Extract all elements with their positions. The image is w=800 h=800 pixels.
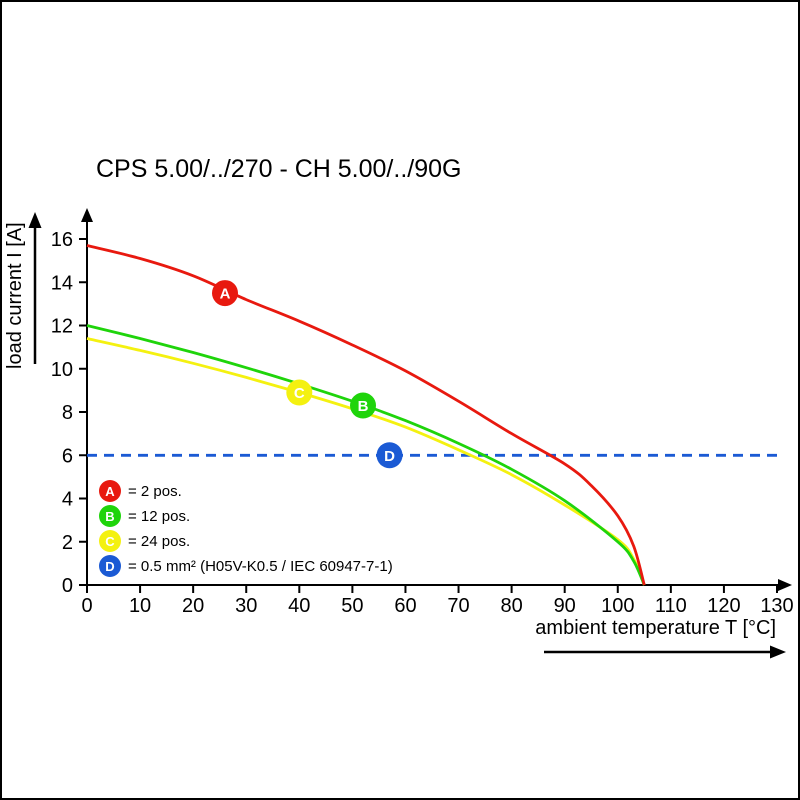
legend: A = 2 pos. B = 12 pos. C = 24 pos. D = 0… (99, 480, 393, 580)
x-tick-label: 100 (601, 595, 634, 617)
marker-D-icon (376, 442, 403, 469)
marker-B-icon (350, 392, 376, 419)
legend-letter: C (105, 533, 115, 549)
marker-letter-A: A (220, 286, 231, 303)
y-tick-label: 0 (62, 575, 73, 597)
marker-A-icon (212, 280, 238, 307)
marker-letter-D: D (384, 448, 395, 465)
legend-label-b: = 12 pos. (128, 507, 191, 525)
legend-letter: D (105, 558, 115, 574)
marker-letter-B: B (358, 398, 369, 415)
curve-A (86, 244, 646, 586)
marker-C-icon (286, 379, 313, 406)
legend-item-c: C = 24 pos. (99, 530, 393, 552)
x-tick-label: 10 (129, 595, 151, 617)
y-tick-label: 12 (51, 316, 73, 338)
y-label-arrow-icon (28, 212, 42, 228)
legend-item-b: B = 12 pos. (99, 505, 393, 527)
y-tick-label: 4 (62, 489, 73, 511)
legend-marker-b-icon: B (99, 505, 121, 527)
y-tick-label: 6 (62, 445, 73, 467)
legend-letter: B (105, 508, 115, 524)
x-tick-label: 60 (394, 595, 416, 617)
x-label-arrow-icon (770, 645, 786, 659)
curve-C (86, 337, 646, 586)
y-tick-label: 14 (51, 272, 73, 294)
legend-marker-a-icon: A (99, 480, 121, 502)
x-tick-label: 40 (288, 595, 310, 617)
legend-item-d: D = 0.5 mm² (H05V-K0.5 / IEC 60947-7-1) (99, 555, 393, 577)
y-tick-label: 16 (51, 229, 73, 251)
y-axis-arrow-icon (81, 208, 93, 222)
x-tick-label: 30 (235, 595, 257, 617)
chart-title: CPS 5.00/../270 - CH 5.00/../90G (96, 155, 462, 183)
legend-label-c: = 24 pos. (128, 532, 191, 550)
x-tick-label: 50 (341, 595, 363, 617)
legend-label-a: = 2 pos. (128, 482, 182, 500)
x-tick-label: 0 (81, 595, 92, 617)
x-tick-label: 70 (447, 595, 469, 617)
x-axis-label: ambient temperature T [°C] (535, 617, 776, 639)
x-tick-label: 20 (182, 595, 204, 617)
x-tick-label: 110 (655, 595, 687, 617)
x-tick-label: 130 (760, 595, 793, 617)
marker-letter-C: C (294, 385, 305, 402)
x-tick-label: 90 (554, 595, 576, 617)
x-tick-label: 120 (707, 595, 740, 617)
legend-marker-d-icon: D (99, 555, 121, 577)
legend-label-d: = 0.5 mm² (H05V-K0.5 / IEC 60947-7-1) (128, 557, 393, 575)
curve-B (86, 324, 646, 586)
legend-letter: A (105, 483, 115, 499)
x-tick-label: 80 (500, 595, 522, 617)
y-tick-label: 2 (62, 532, 73, 554)
y-tick-label: 8 (62, 402, 73, 424)
y-tick-label: 10 (51, 359, 73, 381)
legend-item-a: A = 2 pos. (99, 480, 393, 502)
legend-marker-c-icon: C (99, 530, 121, 552)
x-axis-arrow-icon (778, 579, 792, 591)
